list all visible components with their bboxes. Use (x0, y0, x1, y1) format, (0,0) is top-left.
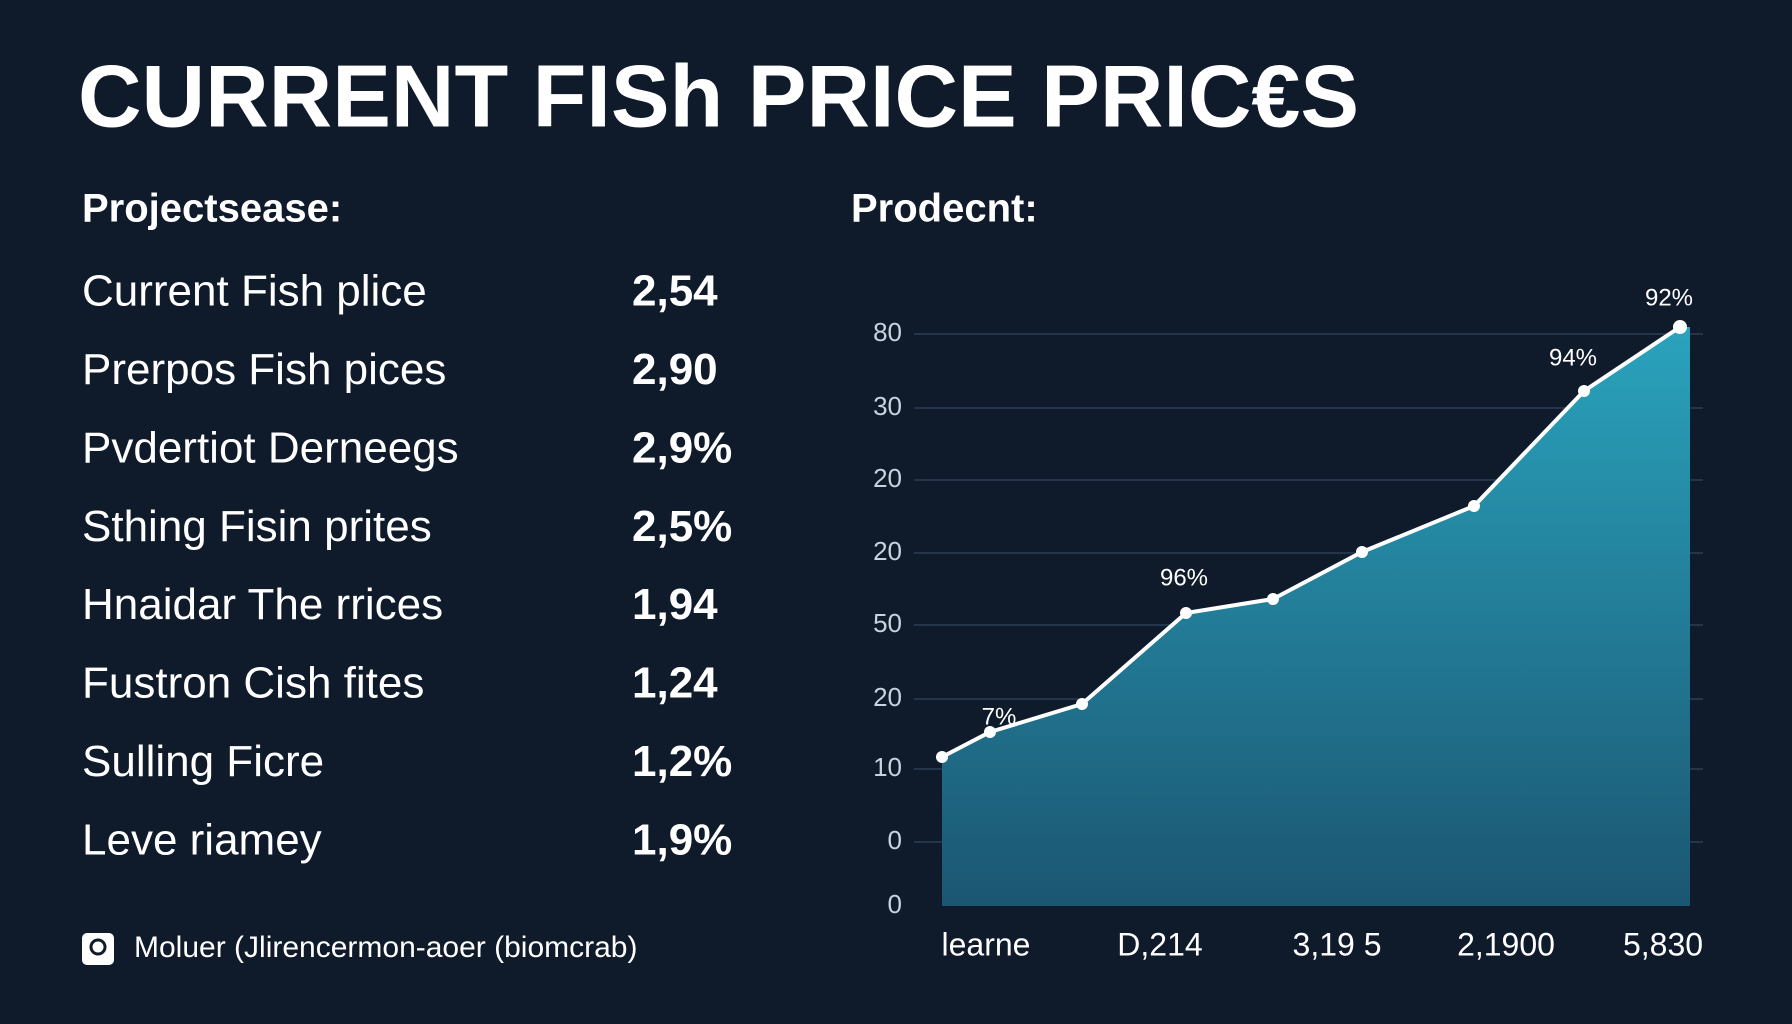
row-value: 1,2% (632, 737, 732, 786)
x-labels: learne D,214 3,19 5 2,1900 5,830 (942, 926, 1704, 962)
footer-icon-glyph (89, 938, 107, 956)
y-label: 20 (873, 463, 902, 493)
row-value: 1,94 (632, 580, 718, 629)
point-label: 7% (982, 703, 1017, 730)
y-label: 20 (873, 682, 902, 712)
y-label: 30 (873, 391, 902, 421)
x-label: 2,1900 (1457, 926, 1555, 962)
y-label: 80 (873, 317, 902, 347)
x-label: 3,19 5 (1293, 926, 1382, 962)
y-label: 0 (888, 825, 902, 855)
row-value: 2,9% (632, 423, 732, 472)
row-label: Leve riamey (82, 815, 322, 864)
footer-icon (82, 933, 114, 965)
row-value: 1,9% (632, 815, 732, 864)
points (936, 320, 1687, 763)
point-label: 96% (1160, 564, 1208, 591)
point-label: 94% (1549, 344, 1597, 371)
row-value: 2,54 (632, 267, 718, 316)
x-label: 5,830 (1623, 926, 1703, 962)
footer-note: Moluer (Jlirencermon-aoer (biomcrab) (134, 931, 637, 964)
row-label: Current Fish plice (82, 267, 427, 316)
row-value: 2,5% (632, 502, 732, 551)
row-label: Sulling Ficre (82, 737, 324, 786)
price-list: Current Fish plice 2,54 Prerpos Fish pices… (82, 267, 732, 865)
row-value: 1,24 (632, 659, 718, 708)
y-label: 20 (873, 536, 902, 566)
y-label: 10 (873, 752, 902, 782)
list-heading: Projectsease: (82, 187, 342, 231)
y-label: 50 (873, 608, 902, 638)
row-label: Fustron Cish fites (82, 659, 424, 708)
point-label: 92% (1645, 284, 1693, 311)
y-label: 0 (888, 889, 902, 919)
point-labels: 92% 94% 96% 7% (982, 284, 1693, 730)
row-label: Hnaidar The rrices (82, 580, 443, 629)
page-title: CURRENT FISh PRICE PRIC€S (78, 46, 1359, 145)
x-label: D,214 (1117, 926, 1202, 962)
row-label: Prerpos Fish pices (82, 345, 446, 394)
row-label: Pvdertiot Derneegs (82, 423, 459, 472)
x-label: learne (942, 926, 1031, 962)
row-label: Sthing Fisin prites (82, 502, 432, 551)
graph-heading: Prodecnt: (851, 187, 1038, 231)
row-value: 2,90 (632, 345, 718, 394)
area-fill (942, 327, 1690, 906)
